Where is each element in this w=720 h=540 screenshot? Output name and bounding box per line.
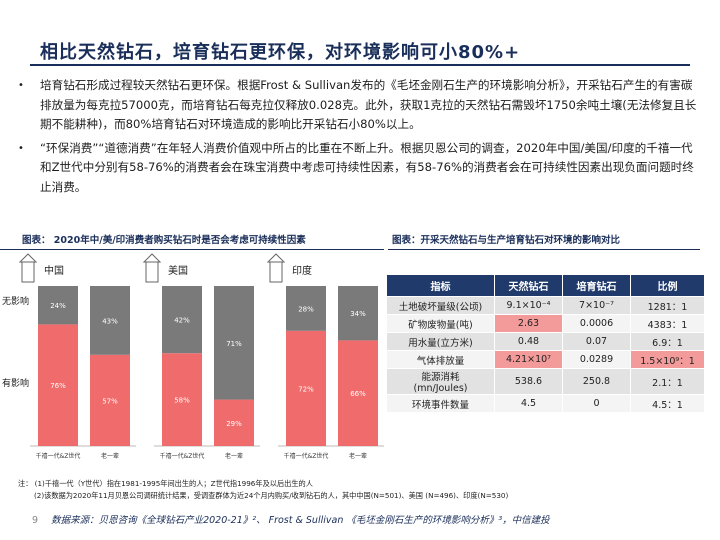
data-label: 43% — [102, 317, 118, 325]
category-tick-label: 千禧一代&Z世代 — [284, 452, 329, 460]
footer: 9 数据来源：贝恩咨询《全球钻石产业2020-21》²、 Frost & Sul… — [32, 512, 550, 526]
bar-segment — [338, 340, 378, 446]
table-cell: 环境事件数量 — [386, 394, 495, 413]
data-label: 58% — [174, 397, 190, 405]
page-number: 9 — [32, 515, 39, 526]
bullet-item: • 培育钻石形成过程较天然钻石更环保。根据Frost & Sullivan发布的… — [18, 76, 698, 135]
table-cell: 用水量(立方米) — [386, 332, 495, 351]
table-row: 气体排放量 4.21×10⁷ 0.0289 1.5×10⁹：1 — [386, 350, 705, 369]
bullet-list: • 培育钻石形成过程较天然钻石更环保。根据Frost & Sullivan发布的… — [18, 76, 698, 201]
bar-segment — [286, 286, 326, 331]
table-cell: 0.07 — [562, 332, 631, 351]
table-cell: 土地破坏量级(公顷) — [386, 296, 495, 315]
table-cell: 能源消耗 (mn/Joules) — [386, 368, 495, 395]
bar-segment — [38, 324, 78, 446]
table-cell: 2.1：1 — [630, 368, 705, 395]
table-row: 土地破坏量级(公顷) 9.1×10⁻⁴ 7×10⁻⁷ 1281：1 — [386, 296, 705, 315]
table-cell: 0.0289 — [562, 350, 631, 369]
bar-segment — [214, 286, 254, 400]
data-label: 71% — [226, 340, 242, 348]
group-label: 中国 — [44, 264, 64, 277]
table-header-cell: 指标 — [386, 274, 495, 297]
category-tick-label: 千禧一代&Z世代 — [36, 452, 81, 460]
bar-segment — [90, 354, 130, 446]
bullet-item: • “环保消费”“道德消费”在年轻人消费价值观中所占的比重在不断上升。根据贝恩公… — [18, 139, 698, 198]
bar-segment — [90, 286, 130, 355]
landmark-icon — [145, 261, 159, 283]
bar-segment — [286, 330, 326, 446]
table-cell: 0 — [562, 394, 631, 413]
landmark-roof-icon — [266, 253, 286, 263]
chart-caption-left: 图表： 2020年中/美/印消费者购买钻石时是否会考虑可持续性因素 — [22, 235, 306, 246]
data-label: 42% — [174, 317, 190, 325]
table-header-cell: 比例 — [630, 274, 705, 297]
chart-caption-right: 图表：开采天然钻石与生产培育钻石对环境的影响对比 — [392, 235, 621, 246]
data-label: 72% — [298, 385, 314, 393]
data-label: 34% — [350, 310, 366, 318]
bar-segment — [162, 286, 202, 354]
note-line: (2)该数据为2020年11月贝恩公司调研统计结果，受调查群体为近24个月内购买… — [34, 491, 509, 500]
table-cell: 1.5×10⁹：1 — [630, 350, 705, 369]
bullet-text: “环保消费”“道德消费”在年轻人消费价值观中所占的比重在不断上升。根据贝恩公司的… — [40, 140, 694, 194]
landmark-icon — [21, 261, 35, 283]
data-label: 66% — [350, 390, 366, 398]
table-header-cell: 天然钻石 — [494, 274, 563, 297]
table-cell: 4.5：1 — [630, 394, 705, 413]
table-cell: 气体排放量 — [386, 350, 495, 369]
landmark-roof-icon — [18, 253, 38, 263]
bar-segment — [338, 286, 378, 341]
title-divider — [30, 64, 690, 66]
source-text: 数据来源：贝恩咨询《全球钻石产业2020-21》²、 Frost & Sulli… — [51, 515, 550, 526]
category-tick-label: 老一辈 — [349, 452, 367, 460]
table-cell: 538.6 — [494, 368, 563, 395]
category-tick-label: 千禧一代&Z世代 — [160, 452, 205, 460]
table-cell: 4.21×10⁷ — [494, 350, 563, 369]
table-cell: 4.5 — [494, 394, 563, 413]
table-cell: 6.9：1 — [630, 332, 705, 351]
landmark-roof-icon — [142, 253, 162, 263]
table-cell: 0.0006 — [562, 314, 631, 333]
row-label: 无影响 — [2, 295, 29, 307]
bullet-dot: • — [18, 80, 24, 91]
notes: 注： (1)千禧一代（Y世代）指在1981-1995年间出生的人；Z世代指199… — [18, 478, 508, 502]
data-label: 28% — [298, 305, 314, 313]
category-tick-label: 老一辈 — [101, 452, 119, 460]
category-tick-label: 老一辈 — [225, 452, 243, 460]
caption-divider-left — [0, 249, 384, 250]
row-label: 有影响 — [2, 377, 29, 389]
table-cell: 2.63 — [494, 314, 563, 333]
group-label: 美国 — [168, 264, 188, 277]
caption-divider-right — [388, 249, 700, 250]
data-label: 29% — [226, 420, 242, 428]
table-cell: 0.48 — [494, 332, 563, 351]
bar-segment — [214, 399, 254, 446]
table-row: 矿物废物量(吨) 2.63 0.0006 4383：1 — [386, 314, 705, 333]
table-cell: 9.1×10⁻⁴ — [494, 296, 563, 315]
table-cell: 4383：1 — [630, 314, 705, 333]
table-row: 环境事件数量 4.5 0 4.5：1 — [386, 394, 705, 413]
table-header-cell: 培育钻石 — [562, 274, 631, 297]
environment-impact-table: 指标 天然钻石 培育钻石 比例 土地破坏量级(公顷) 9.1×10⁻⁴ 7×10⁻⁷ 1281… — [386, 274, 705, 413]
table-cell: 7×10⁻⁷ — [562, 296, 631, 315]
table-cell: 1281：1 — [630, 296, 705, 315]
landmark-icon — [269, 261, 283, 283]
bullet-text: 培育钻石形成过程较天然钻石更环保。根据Frost & Sullivan发布的《毛… — [40, 78, 697, 131]
bar-segment — [162, 353, 202, 446]
data-label: 57% — [102, 397, 118, 405]
table-row: 能源消耗 (mn/Joules) 538.6 250.8 2.1：1 — [386, 368, 705, 395]
bullet-dot: • — [18, 142, 24, 154]
table-row: 用水量(立方米) 0.48 0.07 6.9：1 — [386, 332, 705, 351]
top-bar — [0, 0, 720, 6]
table-header-row: 指标 天然钻石 培育钻石 比例 — [386, 274, 705, 297]
table-cell: 矿物废物量(吨) — [386, 314, 495, 333]
table-cell: 250.8 — [562, 368, 631, 395]
note-line: 注： (1)千禧一代（Y世代）指在1981-1995年间出生的人；Z世代指199… — [18, 479, 313, 488]
group-label: 印度 — [292, 264, 312, 277]
data-label: 24% — [50, 302, 66, 310]
bar-segment — [38, 286, 78, 325]
page-title: 相比天然钻石，培育钻石更环保，对环境影响可小80%+ — [40, 42, 521, 63]
data-label: 76% — [50, 382, 66, 390]
